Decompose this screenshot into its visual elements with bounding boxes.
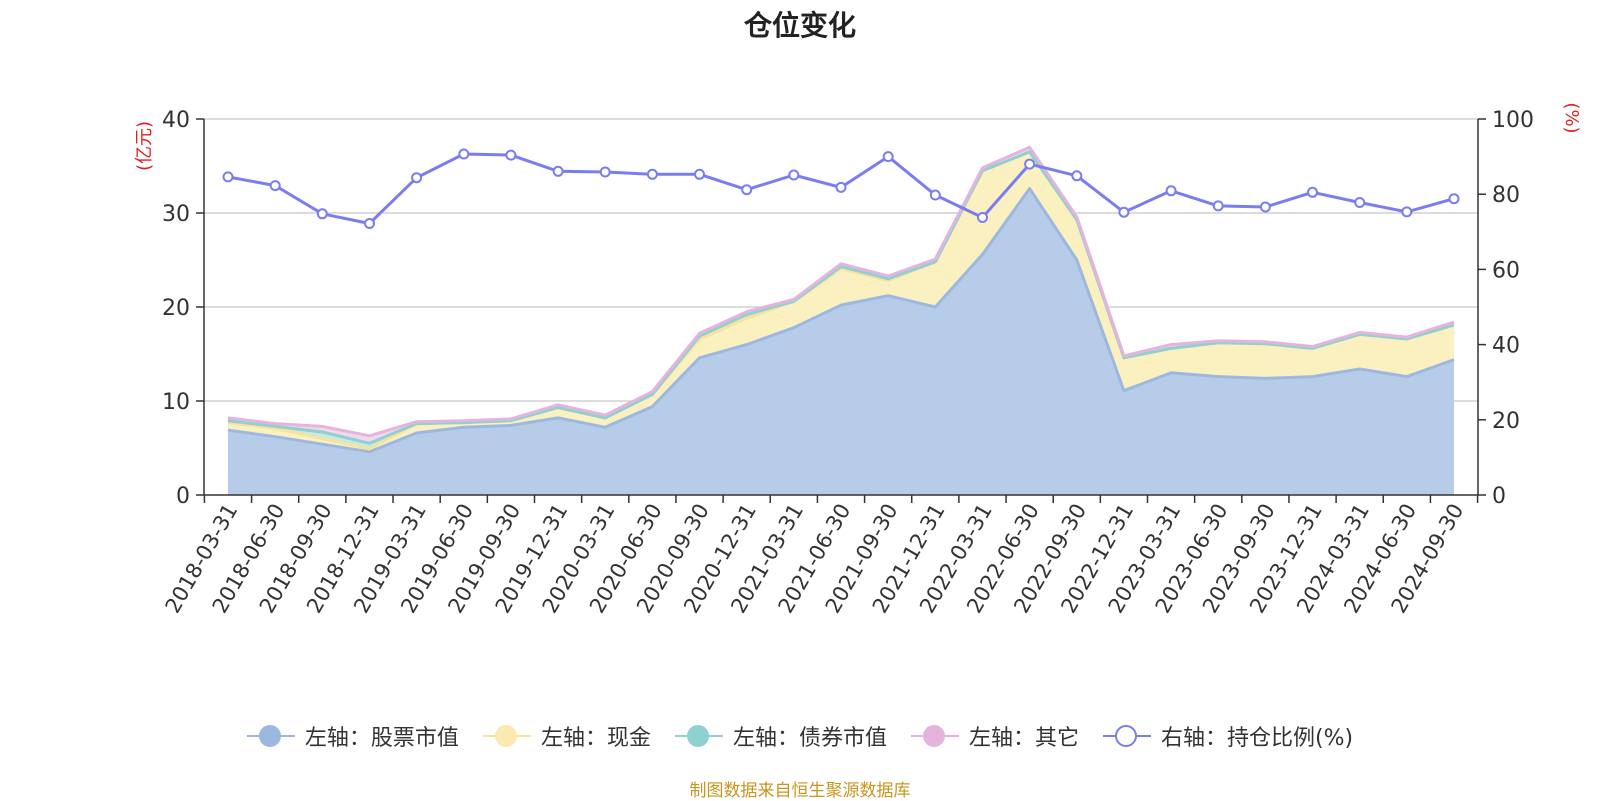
holding-ratio-point (788, 169, 800, 181)
right-tick-label: 100 (1492, 108, 1534, 133)
left-tick-label: 0 (176, 484, 190, 509)
holding-ratio-point (411, 172, 423, 184)
position-change-chart: 010203040020406080100(亿元)(%)2018-03-3120… (134, 102, 1582, 617)
legend-item[interactable]: 左轴：债券市值 (674, 720, 887, 752)
holding-ratio-point (1118, 206, 1130, 218)
area-line-3 (227, 145, 1455, 438)
holding-ratio-point (882, 151, 894, 163)
holding-ratio-point (222, 171, 234, 183)
legend-dot (258, 725, 281, 747)
holding-ratio-point (552, 165, 564, 177)
legend-label: 左轴：其它 (968, 726, 1079, 751)
holding-ratio-point (1354, 197, 1366, 208)
holding-ratio-point (316, 208, 328, 220)
legend-dot (1114, 725, 1137, 747)
holding-ratio-point (458, 148, 470, 160)
holding-ratio-point (269, 180, 281, 192)
right-tick-label: 60 (1492, 258, 1520, 283)
right-unit-label: (%) (1561, 102, 1582, 133)
left-tick-label: 30 (162, 202, 190, 227)
holding-ratio-point (505, 149, 517, 161)
left-unit-label: (亿元) (134, 121, 155, 171)
legend-label: 右轴：持仓比例(%) (1160, 726, 1354, 751)
holding-ratio-point (835, 181, 847, 193)
holding-ratio-point (694, 168, 705, 180)
legend-item[interactable]: 左轴：现金 (482, 720, 651, 752)
chart-title: 仓位变化 (743, 9, 856, 42)
holding-ratio-point (929, 189, 941, 201)
legend-item[interactable]: 右轴：持仓比例(%) (1102, 720, 1354, 752)
right-tick-label: 40 (1492, 334, 1520, 359)
legend-marker-icon (246, 724, 295, 748)
area-line-2 (227, 150, 1455, 445)
legend-label: 左轴：股票市值 (304, 726, 459, 751)
holding-ratio-point (1071, 170, 1083, 182)
right-tick-label: 20 (1492, 409, 1520, 434)
holding-ratio-point (1212, 200, 1224, 212)
holding-ratio-point (364, 218, 375, 229)
legend-label: 左轴：债券市值 (732, 726, 887, 751)
legend-dot (686, 725, 709, 747)
holding-ratio-point (646, 168, 658, 180)
right-tick-label: 80 (1492, 183, 1520, 208)
holding-ratio-point (1259, 201, 1271, 213)
legend-dot (922, 725, 945, 747)
left-tick-label: 10 (162, 390, 190, 415)
legend-marker-icon (910, 724, 959, 748)
holding-ratio-point (741, 184, 753, 196)
area-line-0 (227, 187, 1455, 454)
holding-ratio-point (1401, 206, 1413, 218)
chart-legend: 左轴：股票市值 左轴：现金 左轴：债券市值 左轴：其它 右轴：持仓比例(%) (0, 720, 1600, 752)
legend-item[interactable]: 左轴：其它 (910, 720, 1079, 752)
holding-ratio-point (1024, 158, 1036, 170)
holding-ratio-point (1307, 186, 1318, 198)
right-tick-label: 0 (1492, 484, 1506, 509)
legend-marker-icon (482, 724, 531, 748)
left-tick-label: 40 (162, 108, 190, 133)
legend-marker-icon (1102, 724, 1151, 748)
holding-ratio-point (977, 212, 988, 223)
holding-ratio-point (1448, 193, 1460, 205)
legend-label: 左轴：现金 (540, 726, 651, 751)
data-source-footer: 制图数据来自恒生聚源数据库 (689, 781, 911, 801)
area-0 (228, 188, 1454, 495)
area-1 (228, 151, 1454, 452)
legend-item[interactable]: 左轴：股票市值 (246, 720, 459, 752)
holding-ratio-point (599, 166, 611, 178)
legend-dot (494, 725, 517, 747)
holding-ratio-point (1165, 185, 1177, 197)
legend-marker-icon (674, 724, 723, 748)
left-tick-label: 20 (162, 296, 190, 321)
